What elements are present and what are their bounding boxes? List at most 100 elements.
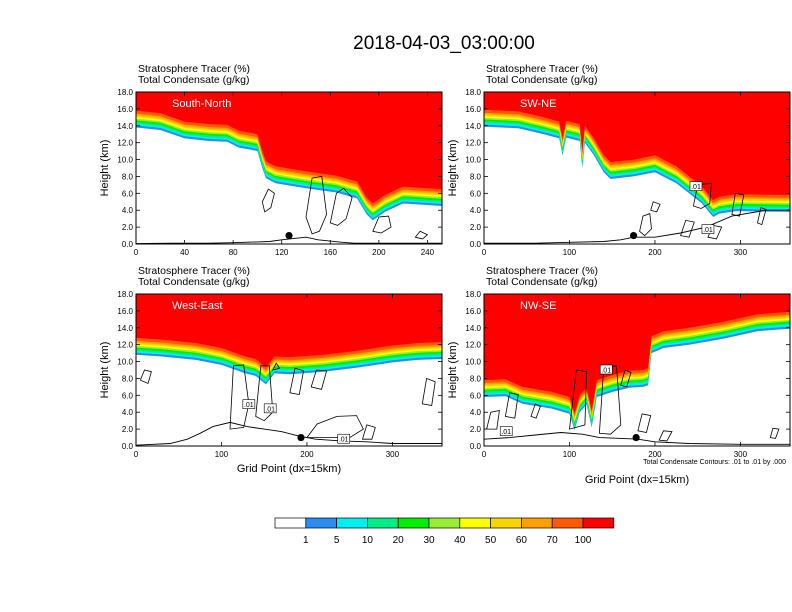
y-tick-label: 4.0 xyxy=(470,206,482,215)
y-axis-label: Height (km) xyxy=(99,342,111,399)
colorbar-box xyxy=(582,517,615,529)
y-tick-label: 8.0 xyxy=(470,172,482,181)
condensate-contour xyxy=(504,392,519,419)
panels: Stratosphere Tracer (%)Total Condensate … xyxy=(99,63,791,486)
condensate-contour xyxy=(229,364,250,430)
location-marker xyxy=(285,231,293,240)
y-tick-label: 8.0 xyxy=(122,172,134,181)
panel-label: West-East xyxy=(172,300,223,312)
location-marker xyxy=(629,231,638,240)
panel-label: NW-SE xyxy=(520,300,556,312)
condensate-contour xyxy=(289,367,304,395)
tracer-band xyxy=(136,92,442,204)
condensate-contour xyxy=(680,219,695,238)
colorbar-box xyxy=(274,517,307,529)
tracer-band xyxy=(136,294,442,368)
panel-nw-se: Stratosphere Tracer (%) Total Condensate … xyxy=(447,265,791,486)
x-tick-label: 200 xyxy=(300,450,314,459)
plot-frame xyxy=(483,91,791,245)
panel-sw-ne: Stratosphere Tracer (%)Total Condensate … xyxy=(447,63,791,257)
contour-label-box xyxy=(242,399,256,409)
colorbar-box xyxy=(490,517,522,529)
y-tick-label: 4.0 xyxy=(122,206,134,215)
contour-label: .01 xyxy=(242,399,256,409)
condensate-contour xyxy=(598,365,622,435)
colorbar-box xyxy=(397,517,430,529)
panel-header-line: Stratosphere Tracer (%) xyxy=(138,265,250,277)
condensate-contour xyxy=(310,369,328,390)
contour-label: .01 xyxy=(337,433,351,444)
colorbar-label: 40 xyxy=(454,535,466,546)
contour-label-box xyxy=(337,433,351,444)
x-tick-label: 120 xyxy=(275,248,289,257)
condensate-contour xyxy=(414,230,429,240)
y-tick-label: 18.0 xyxy=(465,88,481,97)
condensate-contour xyxy=(329,187,353,226)
tracer-band xyxy=(484,294,790,414)
plot-area xyxy=(136,92,442,244)
colorbar: 1 5 10 20 30 40 50 60 70 100 xyxy=(274,517,615,546)
location-marker xyxy=(297,433,305,442)
plot-area: .01 .01 xyxy=(484,92,790,244)
colorbar-box xyxy=(459,517,491,529)
y-tick-label: 6.0 xyxy=(122,391,134,400)
colorbar-box xyxy=(521,517,553,529)
y-tick-label: 4.0 xyxy=(122,408,134,417)
contour-label-box xyxy=(499,426,513,436)
condensate-contour xyxy=(639,213,652,237)
panel-label: South-North xyxy=(172,98,231,110)
condensate-contour xyxy=(139,369,152,385)
x-tick-label: 80 xyxy=(229,248,238,257)
tracer-band xyxy=(484,92,790,201)
colorbar-label: 1 xyxy=(303,535,309,546)
terrain-line xyxy=(136,236,442,244)
y-tick-label: 2.0 xyxy=(122,425,134,434)
y-tick-label: 6.0 xyxy=(470,391,482,400)
x-tick-label: 160 xyxy=(324,248,338,257)
contour-label-box xyxy=(701,224,715,234)
y-tick-label: 0.0 xyxy=(122,442,134,451)
panel-header-line: Stratosphere Tracer (%) xyxy=(486,265,598,277)
x-tick-label: 100 xyxy=(215,450,229,459)
panel-header-line: Stratosphere Tracer (%) xyxy=(138,63,250,75)
x-tick-label: 300 xyxy=(386,450,400,459)
colorbar-label: 50 xyxy=(485,535,497,546)
colorbar-label: 5 xyxy=(334,535,340,546)
y-tick-label: 16.0 xyxy=(117,307,133,316)
x-tick-label: 300 xyxy=(734,248,748,257)
contour-note: Total Condensate Contours: .01 to .01 by… xyxy=(643,459,786,466)
contour-label-box xyxy=(263,403,277,414)
plot-area: .01 .01 xyxy=(484,294,790,446)
panel-header-line: Total Condensate (g/kg) xyxy=(138,276,249,288)
contour-label-text: .01 xyxy=(601,368,611,375)
panel-header-line: Stratosphere Tracer (%) xyxy=(486,63,598,75)
condensate-contour xyxy=(305,175,328,235)
condensate-contour xyxy=(361,424,376,440)
y-tick-label: 16.0 xyxy=(465,105,481,114)
x-tick-label: 100 xyxy=(563,450,577,459)
contour-label: .01 xyxy=(599,364,613,375)
contour-label-text: .01 xyxy=(244,402,254,409)
colorbar-label: 30 xyxy=(423,535,435,546)
x-tick-label: 0 xyxy=(134,248,139,257)
y-tick-label: 12.0 xyxy=(117,341,133,350)
condensate-contour xyxy=(421,377,436,406)
plot-area: .01 .01 .01 xyxy=(136,294,442,446)
condensate-contour xyxy=(530,403,541,419)
x-axis-label: Grid Point (dx=15km) xyxy=(585,474,689,486)
y-tick-label: 6.0 xyxy=(122,189,134,198)
condensate-contour xyxy=(620,369,632,388)
y-tick-label: 16.0 xyxy=(117,105,133,114)
panel-header-line: Total Condensate (g/kg) xyxy=(486,74,597,86)
condensate-contour xyxy=(372,215,392,234)
colorbar-box xyxy=(367,517,399,529)
y-tick-label: 14.0 xyxy=(117,122,133,131)
y-tick-label: 2.0 xyxy=(470,223,482,232)
contour-label: .01 xyxy=(499,426,513,436)
y-tick-label: 18.0 xyxy=(117,88,133,97)
y-axis-label: Height (km) xyxy=(447,342,459,399)
y-tick-label: 2.0 xyxy=(122,223,134,232)
y-tick-label: 12.0 xyxy=(465,341,481,350)
y-tick-label: 0.0 xyxy=(470,442,482,451)
x-axis-label: Grid Point (dx=15km) xyxy=(237,463,341,475)
